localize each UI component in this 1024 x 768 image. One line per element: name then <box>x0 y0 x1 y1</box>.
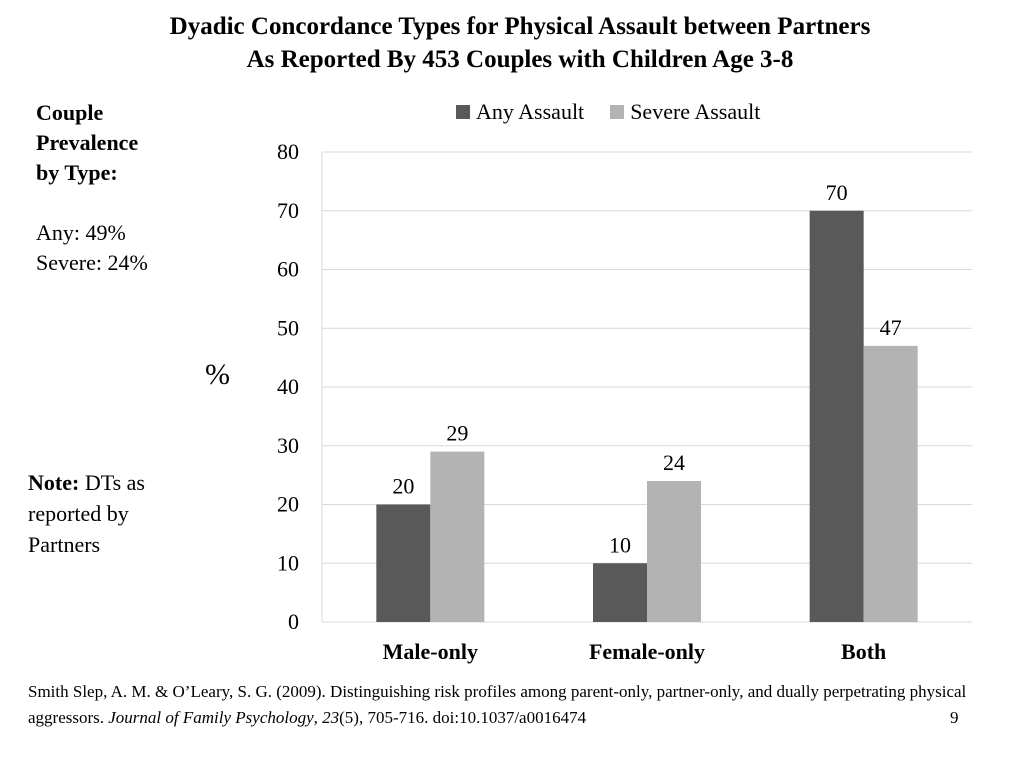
x-tick-label: Female-only <box>589 639 705 664</box>
legend-swatch-any <box>456 105 470 119</box>
citation-sep: , <box>313 708 323 727</box>
prevalence-heading-1: Couple <box>36 100 104 125</box>
note-box: Note: DTs as reported by Partners <box>28 467 188 560</box>
bar-any <box>376 504 431 622</box>
x-tick-label: Both <box>841 639 886 664</box>
note-text-2: reported by <box>28 501 129 526</box>
bar-any <box>809 210 864 622</box>
bar-any <box>593 563 647 622</box>
y-tick-label: 0 <box>288 609 299 634</box>
prevalence-heading-2: Prevalence <box>36 130 139 155</box>
citation: Smith Slep, A. M. & O’Leary, S. G. (2009… <box>28 679 988 731</box>
chart-title: Dyadic Concordance Types for Physical As… <box>0 10 1024 76</box>
prevalence-heading-3: by Type: <box>36 160 118 185</box>
legend-item-severe: Severe Assault <box>610 99 760 125</box>
data-label-any: 20 <box>392 474 414 499</box>
y-tick-label: 50 <box>277 315 299 340</box>
prevalence-box: Couple Prevalence by Type: Any: 49% Seve… <box>36 98 196 278</box>
note-text-1: DTs as <box>79 470 145 495</box>
prevalence-severe: Severe: 24% <box>36 250 148 275</box>
data-label-severe: 29 <box>446 421 468 446</box>
data-label-severe: 24 <box>663 450 685 475</box>
legend-label-any: Any Assault <box>476 99 585 124</box>
citation-part-1: Smith Slep, A. M. & O’Leary, S. G. (2009… <box>28 682 967 727</box>
y-tick-label: 10 <box>277 550 299 575</box>
legend-swatch-severe <box>610 105 625 119</box>
legend-label-severe: Severe Assault <box>630 99 761 124</box>
data-label-severe: 47 <box>880 315 902 340</box>
title-line-1: Dyadic Concordance Types for Physical As… <box>169 13 871 40</box>
bar-severe <box>430 451 485 622</box>
y-tick-label: 40 <box>277 374 299 399</box>
x-tick-label: Male-only <box>383 639 478 664</box>
chart-legend: Any Assault Severe Assault <box>456 98 786 126</box>
title-line-2: As Reported By 453 Couples with Children… <box>246 46 794 73</box>
y-axis-label: % <box>205 358 230 391</box>
y-tick-label: 60 <box>277 257 299 282</box>
data-label-any: 70 <box>826 180 848 205</box>
y-tick-label: 80 <box>277 139 299 164</box>
note-text-3: Partners <box>28 532 101 557</box>
citation-part-2: (5), 705-716. doi:10.1037/a0016474 <box>339 708 587 727</box>
citation-journal: Journal of Family Psychology <box>108 708 314 727</box>
data-label-any: 10 <box>609 532 631 557</box>
note-label: Note: <box>28 470 80 495</box>
bar-severe <box>647 481 701 622</box>
y-tick-label: 30 <box>277 433 299 458</box>
legend-item-any: Any Assault <box>456 99 584 125</box>
bar-severe <box>863 345 918 622</box>
citation-volume: 23 <box>322 708 340 727</box>
y-tick-label: 70 <box>277 198 299 223</box>
page-number: 9 <box>950 708 959 727</box>
y-tick-label: 20 <box>277 492 299 517</box>
prevalence-any: Any: 49% <box>36 220 126 245</box>
